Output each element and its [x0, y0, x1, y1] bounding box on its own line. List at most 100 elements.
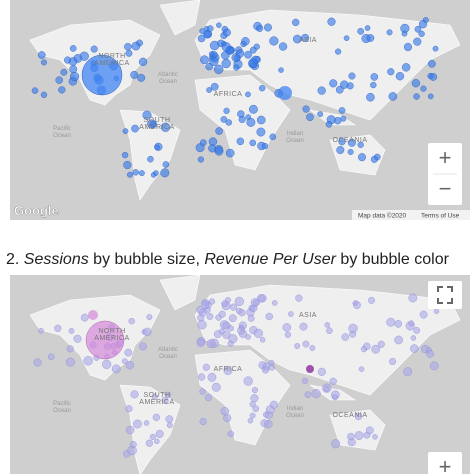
zoom-in[interactable]: + [439, 454, 452, 474]
map-label: Ocean [286, 138, 304, 144]
bubble [317, 111, 324, 118]
bubble [199, 28, 206, 34]
bubble [132, 169, 139, 176]
bubble [203, 30, 212, 39]
bubble [197, 320, 207, 330]
bubble [358, 366, 365, 372]
bubble [252, 405, 260, 412]
caption-part: by bubble color [336, 251, 450, 268]
bubble [220, 116, 228, 123]
bubble [259, 337, 266, 343]
bubble [111, 364, 121, 374]
bubble [306, 113, 314, 122]
zoom-out[interactable]: − [439, 176, 452, 201]
bubble [336, 146, 345, 154]
bubble [433, 308, 440, 314]
map-label: OCEANIA [332, 137, 367, 144]
bubble [211, 382, 221, 392]
bubble [38, 328, 44, 334]
bubble [121, 358, 128, 365]
map-panel[interactable]: ASIANORTHAMERICAAtlanticOceanAFRICASOUTH… [10, 0, 470, 220]
bubble [357, 141, 364, 148]
bubble [221, 58, 231, 69]
bubble [256, 115, 266, 125]
bubble [138, 170, 145, 177]
terms-link[interactable]: Terms of Use [421, 213, 460, 220]
bubble [143, 420, 150, 426]
bubble [401, 63, 411, 72]
bubble [248, 104, 258, 114]
bubble [102, 359, 112, 369]
bubble [241, 37, 250, 46]
bubble [128, 317, 135, 325]
bubble [152, 413, 160, 421]
bubble [69, 45, 77, 52]
map-label: Pacific [53, 126, 71, 132]
bubble [235, 49, 245, 58]
map-label: Indian [287, 131, 303, 137]
bubble [68, 328, 75, 334]
zoom-in[interactable]: + [439, 145, 452, 170]
bubble [419, 310, 428, 319]
bubble [247, 417, 254, 424]
bubble [234, 296, 244, 306]
bubble [348, 323, 358, 333]
map-label: AFRICA [214, 366, 243, 373]
bubble [154, 438, 160, 445]
bubble [125, 360, 135, 370]
bubble [160, 168, 170, 178]
bubble [327, 17, 336, 26]
fullscreen-button[interactable] [428, 281, 462, 309]
bubble [145, 439, 153, 447]
bubble [263, 411, 270, 418]
bubble [340, 115, 347, 122]
bubble [215, 127, 223, 135]
bubble [306, 365, 314, 373]
bubble [309, 345, 316, 351]
bubble [301, 377, 309, 384]
bubble [410, 335, 417, 341]
bubble [329, 377, 337, 385]
bubble [264, 419, 273, 429]
bubble [143, 327, 152, 337]
bubble [269, 133, 277, 141]
bubble [302, 340, 310, 348]
bubble [304, 391, 312, 399]
bubble [403, 367, 413, 377]
bubble [299, 322, 308, 331]
map-label: Indian [287, 406, 303, 412]
bubble [206, 313, 214, 320]
bubble [227, 340, 234, 347]
bubble [340, 80, 349, 89]
bubble [348, 72, 356, 80]
bubble [138, 57, 148, 66]
bubble [208, 144, 217, 153]
bubble [124, 43, 132, 51]
bubble [357, 27, 365, 35]
bubble [222, 330, 231, 339]
bubble [249, 139, 257, 147]
bubble [394, 320, 403, 328]
bubble [386, 317, 396, 327]
bubble [151, 393, 158, 400]
map-panel[interactable]: ASIANORTHAMERICAAtlanticOceanAFRICASOUTH… [10, 275, 470, 474]
bubble [214, 64, 224, 75]
bubble [199, 417, 207, 426]
bubble [245, 334, 251, 340]
map-label: AMERICA [139, 124, 174, 131]
bubble [371, 344, 380, 354]
bubble [233, 64, 240, 71]
bubble [413, 327, 421, 334]
bubble [253, 328, 263, 338]
bubble [90, 45, 98, 53]
map-label: ASIA [299, 37, 317, 44]
bubble [413, 93, 420, 100]
caption-part: 2. [6, 251, 24, 268]
bubble [261, 142, 269, 150]
bubble [227, 325, 234, 332]
bubble [386, 29, 393, 36]
bubble [370, 81, 377, 89]
bubble [366, 34, 375, 42]
bubble [220, 407, 229, 416]
